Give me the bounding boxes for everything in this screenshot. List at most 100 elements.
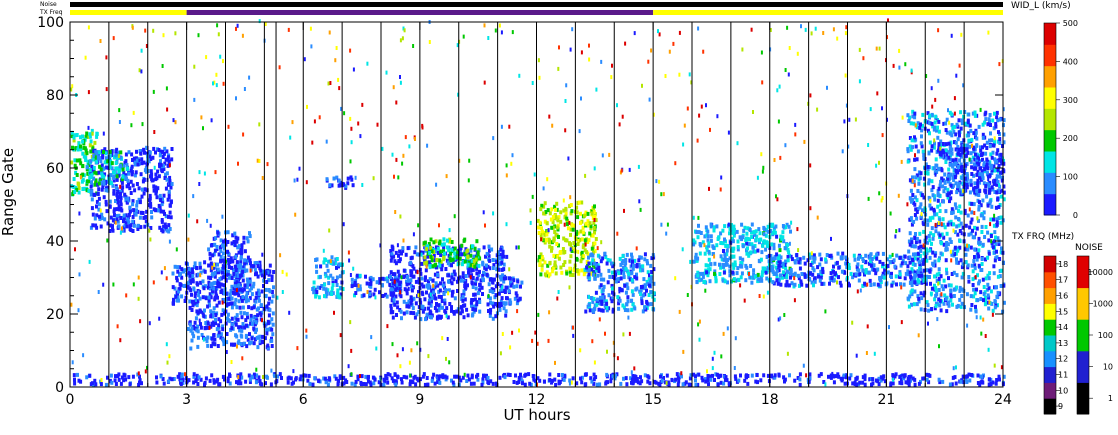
- echo-cell: [266, 343, 270, 348]
- echo-cell: [970, 172, 974, 176]
- echo-cell: [997, 189, 1000, 194]
- echo-cell: [969, 151, 973, 156]
- echo-cell: [925, 300, 929, 305]
- echo-cell: [992, 182, 996, 186]
- echo-cell: [976, 181, 980, 186]
- echo-cell: [405, 310, 409, 315]
- echo-cell: [928, 255, 932, 260]
- echo-cell: [733, 263, 737, 268]
- echo-cell: [254, 295, 258, 300]
- echo-cell: [195, 373, 199, 378]
- echo-cell: [149, 157, 153, 161]
- echo-cell: [996, 139, 1000, 144]
- echo-cell: [1002, 118, 1006, 123]
- echo-cell: [975, 257, 979, 262]
- echo-cell: [961, 181, 965, 186]
- echo-cell: [120, 177, 124, 182]
- echo-cell: [249, 261, 252, 266]
- echo-cell: [588, 304, 592, 309]
- echo-cell: [994, 124, 998, 129]
- echo-cell: [957, 147, 961, 152]
- echo-cell: [913, 256, 917, 261]
- echo-cell: [921, 376, 925, 381]
- echo-cell: [390, 287, 393, 292]
- echo-cell: [499, 277, 503, 282]
- echo-cell: [992, 239, 996, 244]
- echo-cell: [581, 230, 585, 235]
- echo-cell: [962, 114, 966, 119]
- echo-cell: [977, 204, 981, 209]
- echo-cell: [597, 298, 601, 303]
- echo-cell: [186, 283, 190, 288]
- echo-cell: [470, 303, 473, 308]
- echo-cell: [129, 228, 133, 232]
- echo-cell: [908, 294, 912, 299]
- echo-cell: [104, 202, 108, 207]
- echo-cell: [163, 161, 167, 166]
- echo-cell: [168, 210, 172, 215]
- echo-cell: [942, 242, 946, 247]
- echo-cell: [608, 258, 612, 263]
- echo-cell: [916, 251, 920, 256]
- echo-cell: [491, 266, 495, 270]
- echo-cell: [426, 382, 430, 387]
- echo-cell: [760, 270, 764, 275]
- echo-cell: [237, 263, 240, 268]
- echo-cell: [744, 263, 748, 268]
- echo-cell: [442, 242, 446, 247]
- echo-cell: [909, 188, 913, 193]
- echo-cell: [439, 315, 442, 320]
- echo-cell: [426, 254, 430, 259]
- echo-cell: [790, 281, 794, 286]
- echo-cell: [663, 380, 667, 385]
- echo-cell: [77, 186, 81, 190]
- echo-cell: [215, 286, 219, 291]
- echo-cell: [256, 345, 260, 350]
- echo-cell: [210, 373, 214, 378]
- echo-cell: [995, 222, 999, 227]
- echo-cell: [808, 255, 812, 260]
- echo-cell: [344, 184, 348, 189]
- echo-cell: [757, 277, 761, 282]
- echo-cell: [99, 167, 103, 172]
- echo-cell: [548, 272, 552, 277]
- echo-cell: [329, 273, 333, 278]
- echo-cell: [158, 162, 161, 167]
- echo-cell: [913, 382, 917, 387]
- echo-cell: [491, 258, 495, 262]
- echo-cell: [237, 377, 241, 382]
- echo-cell: [712, 225, 716, 230]
- echo-cell: [960, 294, 964, 298]
- echo-cell: [467, 260, 471, 265]
- echo-cell: [353, 280, 357, 285]
- echo-cell: [793, 282, 797, 287]
- echo-cell: [336, 293, 340, 298]
- echo-cell: [938, 380, 942, 385]
- echo-cell: [392, 300, 396, 305]
- echo-cell: [630, 255, 634, 260]
- echo-cell: [129, 191, 133, 195]
- echo-cell: [204, 321, 208, 325]
- echo-cell: [515, 301, 519, 306]
- echo-cell: [212, 310, 215, 315]
- echo-cell: [214, 289, 218, 294]
- echo-cell: [155, 195, 159, 200]
- echo-cell: [781, 230, 785, 235]
- echo-cell: [624, 267, 628, 271]
- echo-cell: [989, 380, 993, 385]
- echo-cell: [209, 261, 213, 266]
- echo-cell: [861, 375, 865, 380]
- echo-cell: [938, 150, 942, 155]
- echo-cell: [415, 269, 418, 274]
- echo-cell: [986, 166, 990, 171]
- echo-cell: [194, 316, 198, 321]
- echo-cell: [219, 238, 223, 243]
- echo-cell: [947, 300, 951, 305]
- echo-cell: [226, 230, 230, 235]
- echo-cell: [230, 326, 234, 331]
- echo-cell: [708, 374, 712, 379]
- echo-cell: [937, 288, 941, 292]
- echo-cell: [157, 174, 161, 179]
- echo-cell: [476, 250, 480, 255]
- echo-cell: [498, 252, 502, 257]
